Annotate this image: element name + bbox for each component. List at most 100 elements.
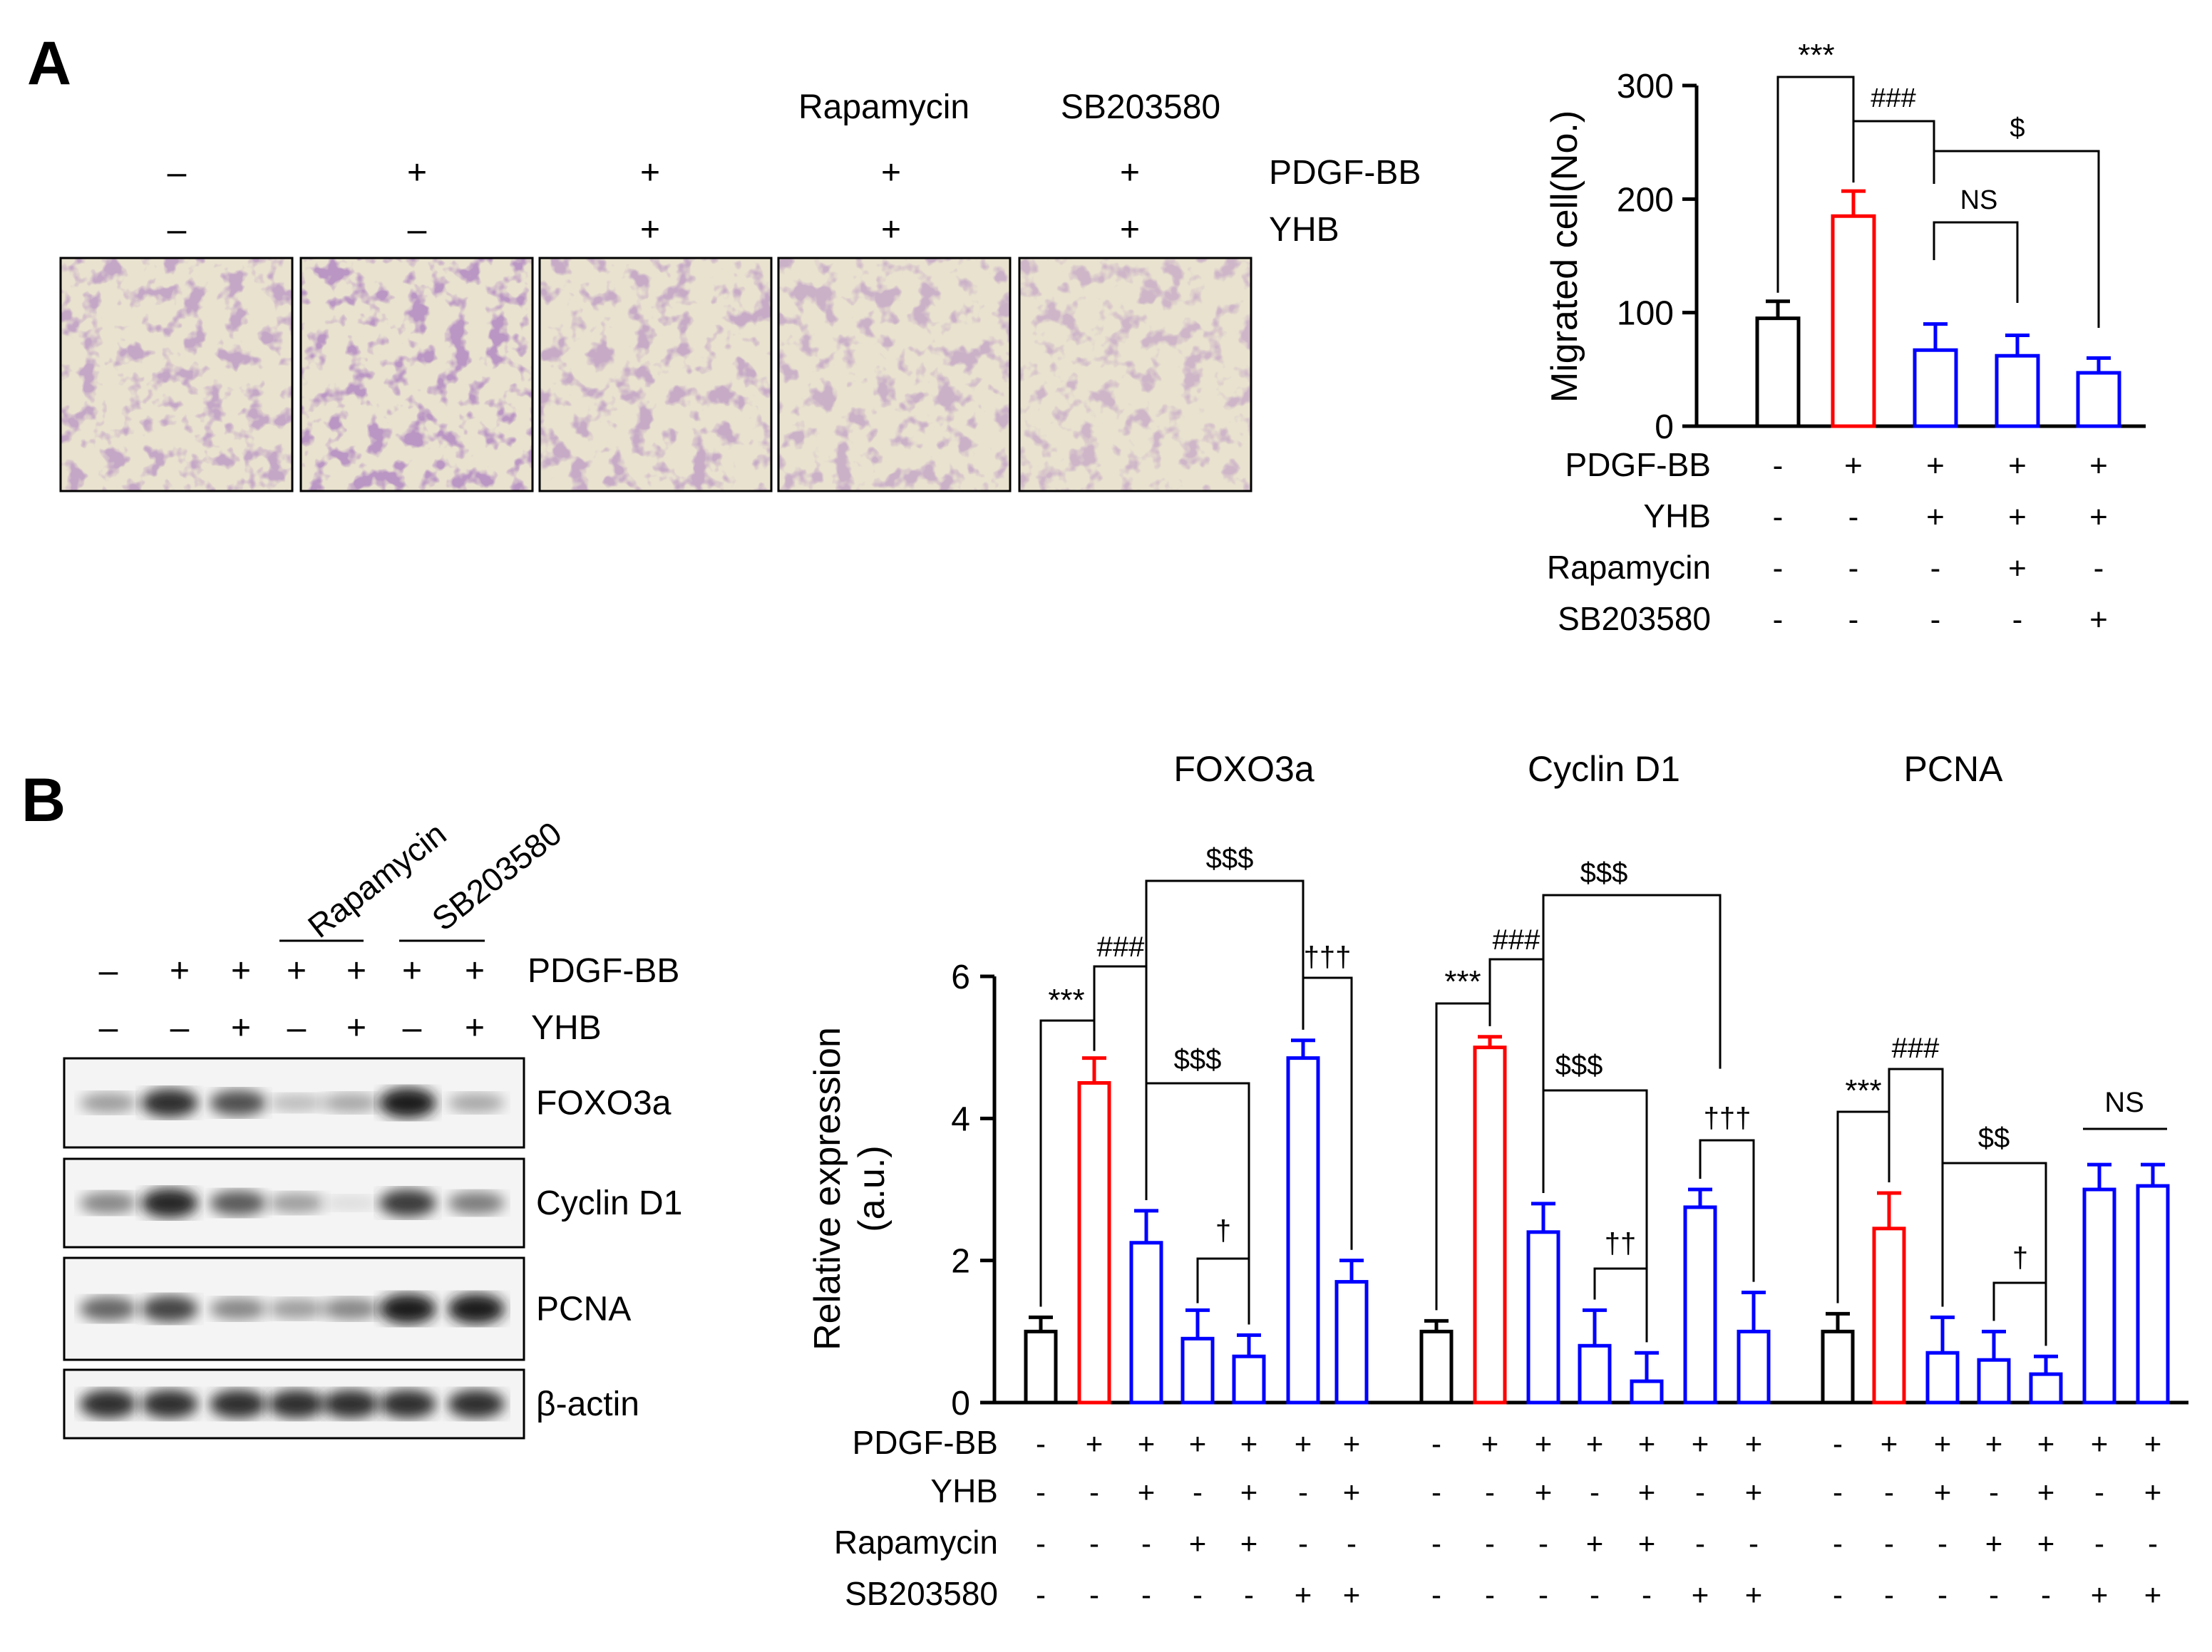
chart-b-condition-sign: + bbox=[2091, 1427, 2109, 1460]
chart-a-condition-sign: + bbox=[1844, 448, 1863, 483]
micrograph-5 bbox=[1018, 257, 1252, 492]
micrograph-4 bbox=[777, 257, 1012, 492]
panel-b-sign: – bbox=[287, 1009, 307, 1047]
blot-band bbox=[322, 1093, 379, 1113]
panel-a-label: A bbox=[27, 29, 71, 98]
chart-b-condition-sign: - bbox=[1938, 1527, 1948, 1560]
chart-b-condition-sign: - bbox=[1749, 1527, 1759, 1560]
chart-b-condition-sign: - bbox=[1538, 1527, 1548, 1560]
chart-b-condition-label: Rapamycin bbox=[834, 1524, 998, 1561]
chart-b-condition-sign: + bbox=[2091, 1578, 2109, 1611]
chart-b-condition-sign: - bbox=[1036, 1427, 1046, 1460]
panel-b-row-label-pdgf: PDGF-BB bbox=[528, 952, 679, 990]
chart-b-condition-sign: - bbox=[1141, 1527, 1151, 1560]
chart-b-condition-sign: - bbox=[1485, 1578, 1495, 1611]
panel-a-sign: – bbox=[168, 154, 187, 192]
blot-band bbox=[379, 1189, 436, 1217]
chart-b-condition-sign: + bbox=[1692, 1427, 1709, 1460]
chart-b-bracket bbox=[1699, 1139, 1755, 1282]
blot-label: PCNA bbox=[536, 1291, 631, 1328]
blot-1: FOXO3a bbox=[63, 1057, 672, 1149]
chart-a-bar bbox=[2076, 371, 2121, 428]
panel-b-header-sb203580: SB203580 bbox=[425, 815, 568, 938]
chart-b-annotation: ### bbox=[1097, 931, 1145, 963]
chart-b-bracket bbox=[1542, 894, 1722, 1193]
chart-b-condition-sign: + bbox=[1189, 1427, 1207, 1460]
chart-b-series-title: Cyclin D1 bbox=[1528, 749, 1680, 789]
chart-a-condition-sign: - bbox=[1930, 602, 1941, 637]
chart-b-condition-sign: - bbox=[1833, 1427, 1843, 1460]
chart-a-condition-sign: - bbox=[1848, 602, 1859, 637]
panel-b-sign: + bbox=[402, 952, 422, 990]
chart-a-condition-label: PDGF-BB bbox=[1565, 446, 1711, 483]
chart-b-series-title: PCNA bbox=[1904, 749, 2004, 789]
chart-a-condition-sign: + bbox=[2008, 500, 2027, 535]
panel-a-sign: + bbox=[1120, 154, 1140, 192]
panel-a-sign: – bbox=[408, 211, 427, 249]
chart-a-condition-sign: + bbox=[2089, 448, 2108, 483]
chart-b-condition-sign: + bbox=[1745, 1427, 1763, 1460]
blot-band bbox=[141, 1295, 198, 1323]
panel-a-micrographs: crystal violet stained migrated cells bbox=[59, 257, 1252, 492]
chart-b-condition-sign: + bbox=[1881, 1427, 1898, 1460]
chart-b-y-tick-label: 4 bbox=[951, 1100, 970, 1138]
chart-a-bracket bbox=[1933, 221, 2019, 303]
chart-a-condition-sign: - bbox=[1773, 500, 1784, 535]
blot-label: FOXO3a bbox=[536, 1085, 672, 1122]
blot-band bbox=[141, 1188, 198, 1218]
micrograph-1 bbox=[59, 257, 294, 492]
chart-a-annotation: $ bbox=[2010, 113, 2025, 143]
panel-a-condition-signs: – + + + + – – + + + bbox=[168, 154, 1140, 249]
micrograph-cells bbox=[540, 258, 771, 491]
blot-band bbox=[322, 1195, 379, 1211]
micrograph-border bbox=[538, 257, 773, 492]
chart-b-annotation: *** bbox=[1444, 964, 1481, 999]
chart-b-condition-sign: + bbox=[1985, 1427, 2003, 1460]
chart-b-bar bbox=[1129, 1241, 1163, 1405]
chart-b-bracket bbox=[1145, 879, 1305, 1200]
chart-b-bracket bbox=[1196, 1257, 1250, 1325]
chart-b-annotation: $$$ bbox=[1580, 857, 1628, 889]
chart-b-condition-sign: + bbox=[1985, 1527, 2003, 1560]
chart-b-series-1: FOXO3a bbox=[1024, 749, 1369, 1405]
chart-a-bar bbox=[1831, 214, 1876, 428]
chart-a-condition-sign: + bbox=[2089, 602, 2108, 637]
chart-b-condition-sign: - bbox=[1193, 1578, 1203, 1611]
micrograph-cells bbox=[1019, 258, 1251, 491]
chart-b-condition-sign: - bbox=[1244, 1578, 1254, 1611]
chart-b-annotation: $$ bbox=[1978, 1122, 2010, 1154]
chart-b-condition-sign: - bbox=[1431, 1527, 1441, 1560]
chart-b-condition-sign: + bbox=[1138, 1427, 1156, 1460]
chart-a-bar bbox=[1755, 316, 1801, 428]
panel-a-sign: + bbox=[1120, 211, 1140, 249]
chart-b-annotation: *** bbox=[1048, 983, 1084, 1018]
chart-a-condition-sign: + bbox=[1926, 448, 1945, 483]
chart-a-condition-label: YHB bbox=[1643, 497, 1711, 535]
blot-band bbox=[80, 1296, 137, 1321]
chart-b-condition-sign: - bbox=[1036, 1578, 1046, 1611]
chart-a-condition-sign: - bbox=[1773, 602, 1784, 637]
chart-b-series-2: Cyclin D1 bbox=[1419, 749, 1771, 1405]
chart-b-series-title: FOXO3a bbox=[1173, 749, 1314, 789]
chart-b-condition-sign: - bbox=[1833, 1578, 1843, 1611]
chart-a-condition-sign: + bbox=[1926, 500, 1945, 535]
chart-b-annotation: † bbox=[1215, 1215, 1231, 1246]
chart-b-condition-sign: + bbox=[1638, 1475, 1656, 1509]
panel-b-sign: – bbox=[403, 1009, 422, 1047]
chart-b-condition-label: SB203580 bbox=[845, 1575, 998, 1612]
chart-b-bar bbox=[1683, 1205, 1717, 1405]
chart-b-condition-sign: - bbox=[1538, 1578, 1548, 1611]
panel-a-sign: + bbox=[640, 154, 660, 192]
chart-b-condition-sign: + bbox=[1295, 1578, 1312, 1611]
panel-b-sign: + bbox=[231, 1009, 251, 1047]
panel-a-sign: – bbox=[168, 211, 187, 249]
chart-b-annotation: †† bbox=[1605, 1228, 1637, 1259]
chart-a-condition-label: Rapamycin bbox=[1547, 549, 1711, 586]
blot-band bbox=[379, 1389, 436, 1419]
chart-a-bar bbox=[1995, 353, 2040, 428]
chart-a-y-tick-label: 200 bbox=[1617, 181, 1674, 219]
panel-b-header-rapamycin-group: Rapamycin bbox=[279, 815, 453, 945]
chart-b-bar bbox=[1630, 1379, 1664, 1405]
blot-band bbox=[448, 1389, 505, 1419]
chart-b-condition-sign: + bbox=[2037, 1475, 2055, 1509]
